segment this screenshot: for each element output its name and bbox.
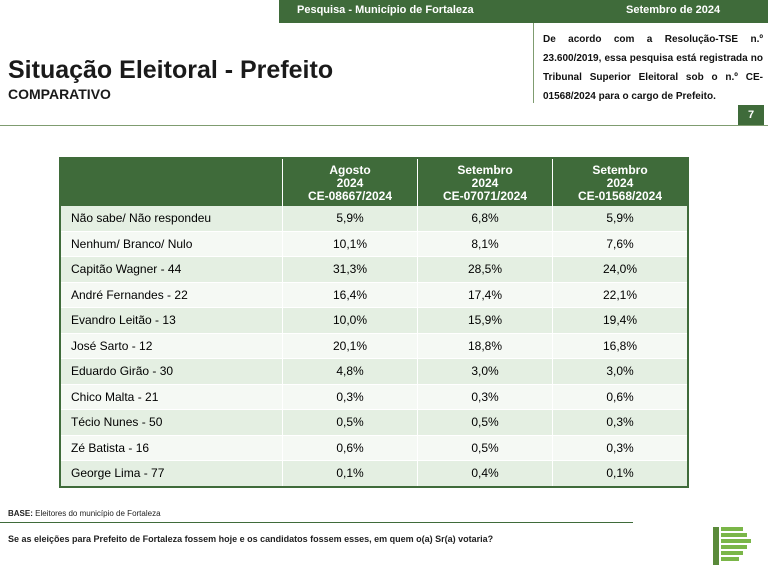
row-value: 0,5% xyxy=(417,435,553,461)
row-label: Chico Malta - 21 xyxy=(60,384,283,410)
row-value: 0,6% xyxy=(282,435,418,461)
base-label: BASE: xyxy=(8,509,33,518)
table-row: Nenhum/ Branco/ Nulo 10,1% 8,1% 7,6% xyxy=(60,231,688,257)
row-value: 15,9% xyxy=(417,307,553,334)
footer-divider xyxy=(0,522,633,523)
table-row: Capitão Wagner - 44 31,3% 28,5% 24,0% xyxy=(60,256,688,283)
row-value: 7,6% xyxy=(552,231,688,257)
header-date-label: Setembro de 2024 xyxy=(626,4,721,16)
table-row: André Fernandes - 22 16,4% 17,4% 22,1% xyxy=(60,282,688,308)
row-value: 0,1% xyxy=(552,460,688,487)
row-value: 4,8% xyxy=(282,358,418,385)
page-title: Situação Eleitoral - Prefeito xyxy=(8,56,334,84)
row-value: 0,3% xyxy=(417,384,553,410)
row-value: 6,8% xyxy=(417,206,553,232)
header-survey-label: Pesquisa - Município de Fortaleza xyxy=(297,4,474,16)
row-label: Evandro Leitão - 13 xyxy=(60,307,283,334)
row-label: Capitão Wagner - 44 xyxy=(60,256,283,283)
bar-stack-logo-icon xyxy=(713,527,751,565)
tse-registration-note: De acordo com a Resolução-TSE n.º 23.600… xyxy=(543,34,763,102)
col-month: Agosto xyxy=(329,163,371,177)
col-registration: CE-08667/2024 xyxy=(307,189,393,203)
table-header-row: Agosto 2024 CE-08667/2024 Setembro 2024 … xyxy=(60,158,688,206)
row-value: 0,5% xyxy=(282,409,418,436)
row-value: 31,3% xyxy=(282,256,418,283)
row-label: Técio Nunes - 50 xyxy=(60,409,283,436)
row-value: 0,5% xyxy=(417,409,553,436)
col-month: Setembro xyxy=(457,163,513,177)
row-value: 3,0% xyxy=(417,358,553,385)
comparison-table: Agosto 2024 CE-08667/2024 Setembro 2024 … xyxy=(59,157,689,488)
row-value: 17,4% xyxy=(417,282,553,308)
row-value: 18,8% xyxy=(417,333,553,359)
row-value: 28,5% xyxy=(417,256,553,283)
row-value: 0,3% xyxy=(282,384,418,410)
col-month: Setembro xyxy=(592,163,648,177)
table-header-empty xyxy=(60,158,283,206)
row-label: George Lima - 77 xyxy=(60,460,283,487)
row-value: 3,0% xyxy=(552,358,688,385)
table-row: George Lima - 77 0,1% 0,4% 0,1% xyxy=(60,460,688,487)
table-row: Zé Batista - 16 0,6% 0,5% 0,3% xyxy=(60,435,688,461)
top-header-bar: Pesquisa - Município de Fortaleza Setemb… xyxy=(279,0,768,23)
base-text: Eleitores do município de Fortaleza xyxy=(35,509,161,518)
col-registration: CE-07071/2024 xyxy=(442,189,528,203)
table-row: Evandro Leitão - 13 10,0% 15,9% 19,4% xyxy=(60,307,688,334)
row-value: 0,3% xyxy=(552,409,688,436)
row-label: Eduardo Girão - 30 xyxy=(60,358,283,385)
vertical-divider xyxy=(533,23,534,103)
col-year: 2024 xyxy=(336,176,364,190)
row-value: 0,3% xyxy=(552,435,688,461)
table-header-col-1: Agosto 2024 CE-08667/2024 xyxy=(282,158,418,206)
row-value: 24,0% xyxy=(552,256,688,283)
row-value: 5,9% xyxy=(552,206,688,232)
row-value: 20,1% xyxy=(282,333,418,359)
table-row: Chico Malta - 21 0,3% 0,3% 0,6% xyxy=(60,384,688,410)
table-row: José Sarto - 12 20,1% 18,8% 16,8% xyxy=(60,333,688,359)
table-header-col-2: Setembro 2024 CE-07071/2024 xyxy=(417,158,553,206)
row-value: 19,4% xyxy=(552,307,688,334)
table-row: Eduardo Girão - 30 4,8% 3,0% 3,0% xyxy=(60,358,688,385)
page-number: 7 xyxy=(738,105,764,125)
row-label: Não sabe/ Não respondeu xyxy=(60,206,283,232)
table-row: Não sabe/ Não respondeu 5,9% 6,8% 5,9% xyxy=(60,206,688,232)
row-value: 16,8% xyxy=(552,333,688,359)
row-label: Nenhum/ Branco/ Nulo xyxy=(60,231,283,257)
base-note: BASE: Eleitores do município de Fortalez… xyxy=(8,509,161,518)
col-year: 2024 xyxy=(606,176,634,190)
row-value: 0,1% xyxy=(282,460,418,487)
row-label: André Fernandes - 22 xyxy=(60,282,283,308)
page-subtitle: COMPARATIVO xyxy=(8,86,111,102)
row-value: 16,4% xyxy=(282,282,418,308)
survey-question: Se as eleições para Prefeito de Fortalez… xyxy=(8,534,494,544)
row-value: 5,9% xyxy=(282,206,418,232)
row-value: 10,1% xyxy=(282,231,418,257)
col-year: 2024 xyxy=(471,176,499,190)
row-value: 0,4% xyxy=(417,460,553,487)
row-value: 8,1% xyxy=(417,231,553,257)
row-label: Zé Batista - 16 xyxy=(60,435,283,461)
table-body: Não sabe/ Não respondeu 5,9% 6,8% 5,9% Nenhu… xyxy=(60,206,688,487)
row-value: 0,6% xyxy=(552,384,688,410)
col-registration: CE-01568/2024 xyxy=(577,189,663,203)
row-label: José Sarto - 12 xyxy=(60,333,283,359)
table-row: Técio Nunes - 50 0,5% 0,5% 0,3% xyxy=(60,409,688,436)
row-value: 22,1% xyxy=(552,282,688,308)
header-divider xyxy=(0,125,768,126)
table-header-col-3: Setembro 2024 CE-01568/2024 xyxy=(552,158,688,206)
row-value: 10,0% xyxy=(282,307,418,334)
